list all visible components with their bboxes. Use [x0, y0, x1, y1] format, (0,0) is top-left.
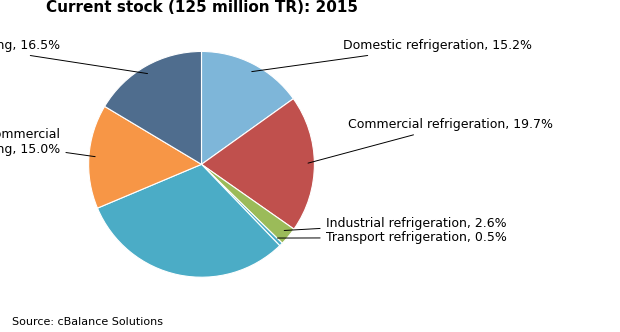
Title: Current stock (125 million TR): 2015: Current stock (125 million TR): 2015 — [45, 0, 358, 15]
Wedge shape — [202, 164, 282, 246]
Text: Source: cBalance Solutions: Source: cBalance Solutions — [12, 317, 164, 327]
Text: Domestic refrigeration, 15.2%: Domestic refrigeration, 15.2% — [252, 39, 531, 72]
Wedge shape — [89, 106, 202, 208]
Wedge shape — [105, 51, 202, 164]
Text: Transport refrigeration, 0.5%: Transport refrigeration, 0.5% — [277, 231, 507, 244]
Text: Commercial
airconditioning, 15.0%: Commercial airconditioning, 15.0% — [0, 128, 95, 157]
Text: Commercial refrigeration, 19.7%: Commercial refrigeration, 19.7% — [308, 118, 553, 163]
Wedge shape — [202, 99, 314, 229]
Text: Industrial refrigeration, 2.6%: Industrial refrigeration, 2.6% — [284, 216, 507, 230]
Wedge shape — [97, 164, 280, 277]
Text: Mobile airconditioning, 16.5%: Mobile airconditioning, 16.5% — [0, 39, 148, 74]
Wedge shape — [202, 164, 294, 243]
Wedge shape — [202, 51, 293, 164]
